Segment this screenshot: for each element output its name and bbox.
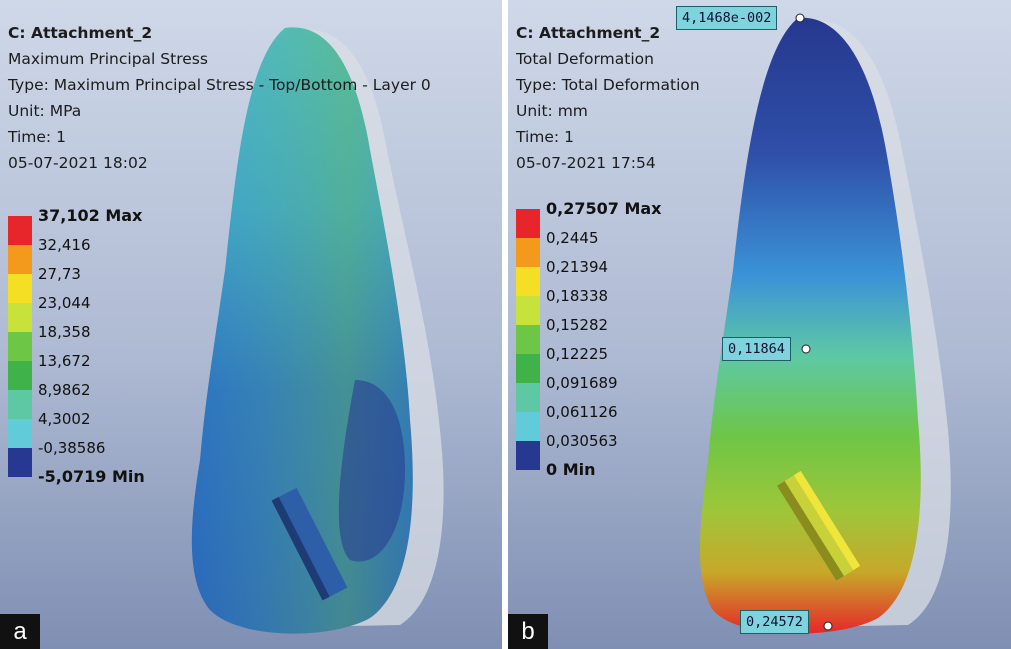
legend-swatch: [8, 245, 32, 274]
legend-value: 23,044: [38, 294, 91, 312]
probe-label-middle[interactable]: 0,11864: [722, 337, 791, 361]
legend-value: 0,061126: [546, 403, 618, 421]
legend-swatch: [8, 390, 32, 419]
legend-value: -0,38586: [38, 439, 106, 457]
legend-swatch: [516, 354, 540, 383]
legend-value: 0,030563: [546, 432, 618, 450]
result-info-b: C: Attachment_2 Total Deformation Type: …: [516, 20, 700, 176]
attachment-block[interactable]: [776, 470, 861, 581]
legend-swatch: [516, 209, 540, 238]
stress-min-region: [338, 380, 405, 562]
legend-swatch: [516, 325, 540, 354]
tooth-model-deformation[interactable]: [508, 0, 1011, 649]
legend-swatch: [8, 332, 32, 361]
legend-value: 0,21394: [546, 258, 609, 276]
legend-value: 0,27507 Max: [546, 199, 662, 218]
legend-swatch: [8, 361, 32, 390]
legend-swatch: [516, 238, 540, 267]
probe-label-top[interactable]: 4,1468e-002: [676, 6, 778, 30]
result-unit: Unit: MPa: [8, 102, 82, 120]
legend-value: 0,12225: [546, 345, 609, 363]
result-name: Total Deformation: [516, 50, 654, 68]
panel-a-stress: C: Attachment_2 Maximum Principal Stress…: [0, 0, 502, 649]
legend-value: 0,15282: [546, 316, 609, 334]
deformation-surface: [699, 17, 921, 634]
tooth-model-stress[interactable]: [0, 0, 502, 649]
panel-divider: [502, 0, 508, 649]
result-type: Type: Total Deformation: [516, 76, 700, 94]
result-unit: Unit: mm: [516, 102, 588, 120]
legend-value: 8,9862: [38, 381, 91, 399]
legend-value: 0,18338: [546, 287, 609, 305]
legend-value: -5,0719 Min: [38, 467, 145, 486]
legend-value: 18,358: [38, 323, 91, 341]
legend-swatch: [8, 448, 32, 477]
probe-point-middle[interactable]: [801, 344, 811, 354]
legend-swatch: [8, 303, 32, 332]
legend-value: 0,2445: [546, 229, 599, 247]
legend-value: 0,091689: [546, 374, 618, 392]
legend-swatch: [8, 274, 32, 303]
result-time: Time: 1: [516, 128, 574, 146]
legend-value: 37,102 Max: [38, 206, 143, 225]
legend-swatch: [516, 383, 540, 412]
legend-swatch: [8, 216, 32, 245]
legend-swatch: [516, 267, 540, 296]
result-type: Type: Maximum Principal Stress - Top/Bot…: [8, 76, 431, 94]
result-title: C: Attachment_2: [516, 24, 661, 42]
probe-label-bottom[interactable]: 0,24572: [740, 610, 809, 634]
result-name: Maximum Principal Stress: [8, 50, 208, 68]
panel-label-b: b: [508, 614, 548, 649]
legend-swatch: [8, 419, 32, 448]
legend-value: 32,416: [38, 236, 91, 254]
legend-swatch: [516, 412, 540, 441]
result-date: 05-07-2021 18:02: [8, 154, 148, 172]
attachment-block[interactable]: [271, 487, 348, 601]
legend-value: 27,73: [38, 265, 81, 283]
panel-label-a: a: [0, 614, 40, 649]
result-title: C: Attachment_2: [8, 24, 153, 42]
result-info-a: C: Attachment_2 Maximum Principal Stress…: [8, 20, 431, 176]
legend-swatch: [516, 441, 540, 470]
legend-value: 13,672: [38, 352, 91, 370]
result-time: Time: 1: [8, 128, 66, 146]
probe-point-bottom[interactable]: [823, 621, 833, 631]
legend-swatch: [516, 296, 540, 325]
result-date: 05-07-2021 17:54: [516, 154, 656, 172]
probe-point-top[interactable]: [795, 13, 805, 23]
legend-value: 0 Min: [546, 460, 596, 479]
panel-b-deformation: C: Attachment_2 Total Deformation Type: …: [508, 0, 1011, 649]
legend-value: 4,3002: [38, 410, 91, 428]
